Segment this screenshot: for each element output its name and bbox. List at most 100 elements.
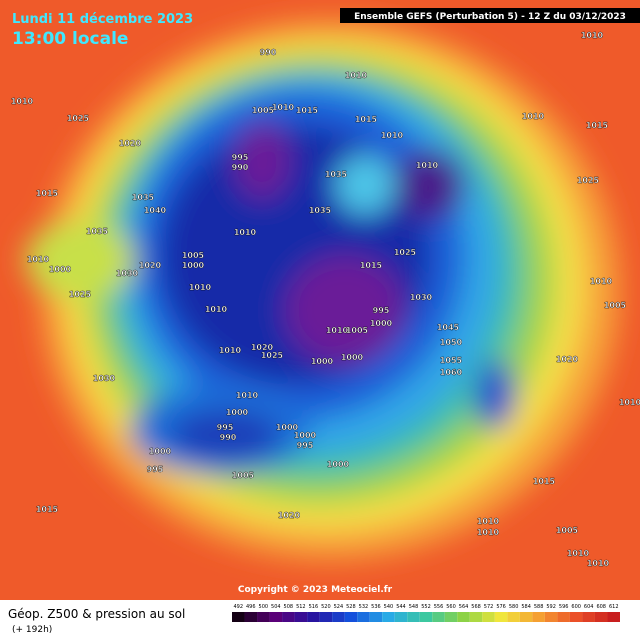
colorbar-label: 584 xyxy=(521,604,531,610)
isobar-label: 1035 xyxy=(86,227,109,236)
colorbar-swatch xyxy=(307,612,320,622)
isobar-label: 1055 xyxy=(440,356,463,365)
colorbar-label: 512 xyxy=(296,604,306,610)
isobar-label: 1000 xyxy=(149,447,172,456)
colorbar-label: 516 xyxy=(309,604,319,610)
colorbar-swatch xyxy=(269,612,283,622)
isobar-label: 995 xyxy=(217,423,234,432)
colorbar-label: 544 xyxy=(396,604,406,610)
colorbar-swatch xyxy=(544,612,558,622)
colorbar-label: 508 xyxy=(284,604,294,610)
colorbar-swatch xyxy=(582,612,595,622)
isobar-label: 1000 xyxy=(276,423,299,432)
isobar-label: 1005 xyxy=(604,301,627,310)
isobar-label: 1000 xyxy=(311,357,334,366)
isobar-label: 1010 xyxy=(272,103,295,112)
colorbar-swatch xyxy=(519,612,533,622)
isobar-label: 1020 xyxy=(556,355,579,364)
colorbar-swatch xyxy=(282,612,295,622)
isobar-label: 1000 xyxy=(182,261,205,270)
colorbar-swatch xyxy=(469,612,483,622)
isobar-label: 1015 xyxy=(36,189,59,198)
isobar-label: 990 xyxy=(220,433,237,442)
isobar-label: 1005 xyxy=(232,471,255,480)
colorbar-label: 608 xyxy=(596,604,606,610)
isobar-label: 1010 xyxy=(381,131,404,140)
colorbar-swatch xyxy=(494,612,508,622)
isobar-label: 1025 xyxy=(577,176,600,185)
colorbar-label: 568 xyxy=(471,604,481,610)
footer-lead: (+ 192h) xyxy=(12,625,52,635)
isobar-label: 1010 xyxy=(522,112,545,121)
colorbar-swatch xyxy=(594,612,608,622)
isobar-label: 990 xyxy=(232,163,249,172)
colorbar-swatch xyxy=(557,612,570,622)
footer-title: Géop. Z500 & pression au sol xyxy=(8,607,185,621)
isobar-label: 995 xyxy=(147,465,164,474)
isobar-label: 1010 xyxy=(236,391,259,400)
isobar-label: 1010 xyxy=(11,97,34,106)
isobar-label: 1010 xyxy=(416,161,439,170)
colorbar-swatch xyxy=(607,612,620,622)
isobar-label: 990 xyxy=(260,48,277,57)
isobar-label: 1025 xyxy=(261,351,284,360)
isobar-label: 1010 xyxy=(345,71,368,80)
colorbar-label: 576 xyxy=(496,604,506,610)
isobar-label: 1000 xyxy=(327,460,350,469)
isobar-label: 1005 xyxy=(252,106,275,115)
isobar-label: 1035 xyxy=(309,206,332,215)
isobar-label: 1010 xyxy=(205,305,228,314)
colorbar-label: 524 xyxy=(334,604,344,610)
isobar-label: 1025 xyxy=(69,290,92,299)
isobar-label: 1010 xyxy=(590,277,613,286)
isobar-label: 1020 xyxy=(251,343,274,352)
geopotential-field xyxy=(25,20,620,560)
colorbar-label: 540 xyxy=(384,604,394,610)
colorbar-label: 604 xyxy=(584,604,594,610)
isobar-label: 1035 xyxy=(325,170,348,179)
isobar-label: 1010 xyxy=(477,528,500,537)
colorbar-label: 520 xyxy=(321,604,331,610)
colorbar-label: 596 xyxy=(559,604,569,610)
colorbar: 492 496 500 504 508 512 516 520 524 528 532 536 540 5… xyxy=(232,604,620,622)
model-info: Ensemble GEFS (Perturbation 5) - 12 Z du… xyxy=(354,12,626,22)
isobar-label: 1030 xyxy=(93,374,116,383)
colorbar-swatch xyxy=(569,612,583,622)
colorbar-label: 552 xyxy=(421,604,431,610)
isobar-label: 1010 xyxy=(587,559,610,568)
isobar-label: 1000 xyxy=(370,319,393,328)
colorbar-label: 588 xyxy=(534,604,544,610)
colorbar-label: 492 xyxy=(233,604,243,610)
isobar-label: 1010 xyxy=(326,326,349,335)
isobar-label: 1020 xyxy=(278,511,301,520)
colorbar-label: 572 xyxy=(484,604,494,610)
colorbar-swatch xyxy=(482,612,495,622)
colorbar-label: 564 xyxy=(459,604,469,610)
isobar-label: 1000 xyxy=(341,353,364,362)
colorbar-label: 548 xyxy=(409,604,419,610)
isobar-label: 1010 xyxy=(189,283,212,292)
colorbar-swatch xyxy=(344,612,358,622)
colorbar-label: 496 xyxy=(246,604,256,610)
isobar-label: 1015 xyxy=(355,115,378,124)
colorbar-label: 600 xyxy=(571,604,581,610)
isobar-label: 1035 xyxy=(132,193,155,202)
isobar-label: 995 xyxy=(373,306,390,315)
isobar-label: 1000 xyxy=(49,265,72,274)
colorbar-swatch xyxy=(457,612,470,622)
isobar-label: 1015 xyxy=(586,121,609,130)
isobar-label: 1040 xyxy=(144,206,167,215)
colorbar-swatch xyxy=(532,612,545,622)
colorbar-swatch xyxy=(419,612,433,622)
colorbar-label: 560 xyxy=(446,604,456,610)
isobar-label: 1005 xyxy=(182,251,205,260)
isobar-label: 1030 xyxy=(410,293,433,302)
header-bar xyxy=(340,8,640,23)
colorbar-swatch xyxy=(244,612,258,622)
colorbar-label: 580 xyxy=(509,604,519,610)
isobar-label: 1010 xyxy=(619,398,640,407)
date: Lundi 11 décembre 2023 xyxy=(12,12,193,27)
colorbar-swatch xyxy=(369,612,383,622)
isobar-label: 1045 xyxy=(437,323,460,332)
